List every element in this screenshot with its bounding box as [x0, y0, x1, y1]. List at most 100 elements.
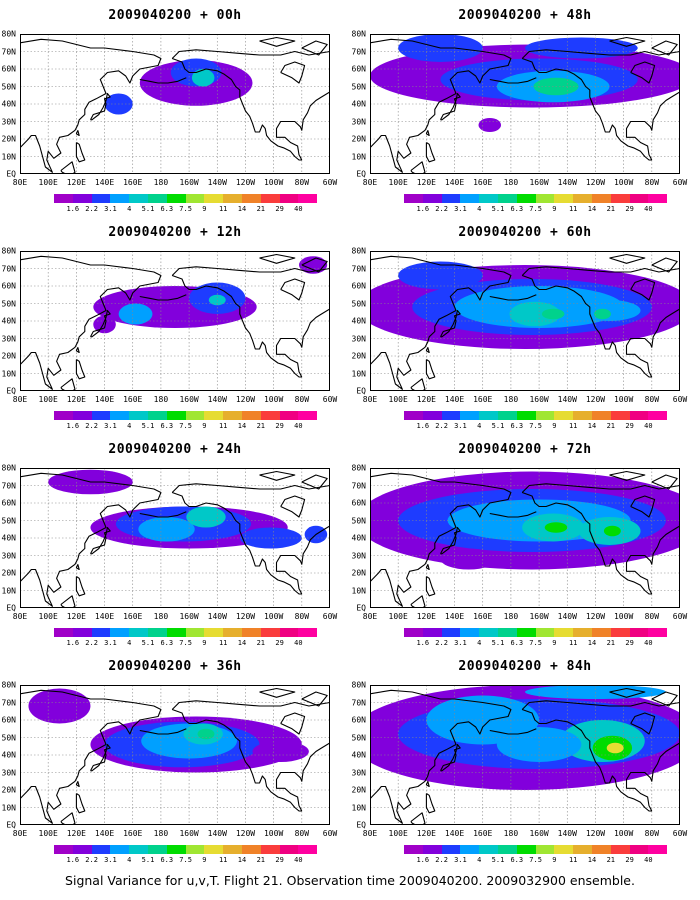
longitude-tick-label: 160E [123, 178, 143, 187]
colorbar-swatch [610, 194, 630, 203]
colorbar-swatch [441, 845, 461, 854]
longitude-tick-label: 80E [362, 829, 378, 838]
coastline [425, 564, 430, 571]
grid-lines [370, 685, 680, 825]
coastline [90, 92, 111, 121]
coastline [609, 253, 646, 264]
longitude-tick-label: 140E [444, 829, 465, 838]
colorbar-tick-label: 6.3 [510, 205, 524, 213]
coastline [522, 57, 652, 161]
colorbar-swatch [260, 628, 280, 637]
longitude-tick-label: 100W [613, 395, 634, 404]
longitude-tick-label: 80W [644, 178, 660, 187]
latitude-labels: 80N 70N 60N 50N 40N 30N 20N 10N EQ [0, 464, 18, 613]
colorbar-swatch [573, 845, 592, 854]
coastline [521, 483, 680, 493]
latitude-tick-label: 60N [351, 498, 366, 508]
colorbar-tick-label: 2.2 [435, 205, 448, 213]
colorbar-swatch [648, 411, 668, 420]
coastline [75, 781, 80, 788]
colorbar-swatch [516, 628, 536, 637]
colorbar-tick-label: 6.3 [160, 639, 174, 647]
coastline [301, 257, 328, 273]
longitude-tick-label: 100E [388, 395, 408, 404]
grid-lines [370, 34, 680, 174]
longitude-tick-label: 80W [294, 829, 310, 838]
coastline [651, 40, 678, 56]
colorbar-tick-label: 14 [237, 205, 247, 213]
coastline [171, 266, 330, 276]
colorbar-tick-label: 5.1 [491, 422, 505, 430]
colorbar-swatch [129, 628, 148, 637]
colorbar-tick-label: 2.2 [85, 639, 98, 647]
coastlines [370, 470, 680, 608]
coastline [60, 161, 76, 174]
longitude-tick-label: 160W [529, 178, 549, 187]
variance-contour [594, 308, 611, 320]
panel-title: 2009040200 + 36h [108, 659, 242, 674]
colorbar-tick-label: 5.1 [491, 856, 505, 864]
colorbar-tick-label: 4 [127, 856, 132, 864]
coastline [275, 525, 330, 595]
longitude-tick-label: 120W [585, 612, 606, 621]
colorbar-tick-label: 11 [568, 422, 578, 430]
latitude-tick-label: 80N [351, 463, 366, 473]
colorbar-swatch [554, 845, 574, 854]
longitude-labels: 80E 100E 120E 140E 160E 180 160W 140W 120W 100W 80… [363, 395, 687, 405]
longitude-tick-label: 140W [557, 612, 577, 621]
latitude-tick-label: 70N [1, 264, 16, 273]
latitude-tick-label: 20N [1, 351, 16, 361]
colorbar-swatch [260, 845, 280, 854]
colorbar-tick-label: 14 [587, 639, 597, 647]
colorbar-swatch [441, 628, 461, 637]
map-svg [20, 685, 330, 825]
colorbar-tick-label: 11 [218, 856, 228, 864]
longitude-tick-label: 140W [207, 829, 227, 838]
colorbar-swatch [279, 411, 299, 420]
coastline [275, 742, 330, 812]
latitude-tick-label: 80N [1, 463, 16, 473]
latitude-tick-label: 50N [351, 82, 366, 91]
coastline [259, 687, 296, 698]
latitude-tick-label: 40N [1, 99, 16, 109]
coastline [139, 77, 187, 84]
colorbar-swatch [204, 845, 224, 854]
coastlines [20, 36, 330, 174]
colorbar-swatch [554, 194, 574, 203]
coastline [280, 278, 306, 301]
colorbar-tick-label: 29 [625, 422, 634, 430]
coastline [301, 474, 328, 490]
figure-caption: Signal Variance for u,v,T. Flight 21. Ob… [65, 873, 635, 888]
colorbar-labels: 1.6 2.2 3.1 4 5.1 6.3 7.5 9 11 14 21 29 40 [54, 856, 317, 865]
colorbar-swatch [72, 628, 92, 637]
longitude-tick-label: 100E [38, 178, 58, 187]
colorbar-swatch [404, 845, 423, 854]
panel-title: 2009040200 + 00h [108, 8, 242, 23]
colorbar-swatch [54, 628, 73, 637]
coastline [522, 491, 652, 595]
variance-contour [191, 69, 215, 87]
colorbar-swatch [460, 194, 480, 203]
colorbar-swatch [298, 194, 318, 203]
colorbar-tick-label: 4 [477, 205, 482, 213]
colorbar-swatch [166, 411, 186, 420]
longitude-tick-label: 180 [503, 612, 519, 621]
coastline [60, 595, 76, 608]
colorbar-swatch [573, 628, 592, 637]
grid-lines [20, 468, 330, 608]
map-panel-12h: 2009040200 + 12h 80N 70N 60N 50N 40N 30N 20N 10N… [0, 217, 350, 435]
longitude-tick-label: 140W [207, 395, 227, 404]
coastline [75, 576, 86, 597]
latitude-tick-label: 10N [1, 369, 16, 378]
colorbar-tick-label: 7.5 [529, 856, 542, 864]
colorbar-tick-label: 6.3 [160, 205, 174, 213]
latitude-tick-label: 10N [1, 803, 16, 812]
longitude-tick-label: 140E [94, 829, 115, 838]
colorbar-swatch [535, 411, 555, 420]
latitude-tick-label: 30N [351, 117, 366, 126]
coastline [625, 308, 680, 378]
longitude-tick-label: 160W [529, 395, 549, 404]
colorbar-tick-label: 21 [606, 639, 616, 647]
colorbar-swatch [298, 628, 318, 637]
colorbar-tick-label: 11 [568, 639, 578, 647]
